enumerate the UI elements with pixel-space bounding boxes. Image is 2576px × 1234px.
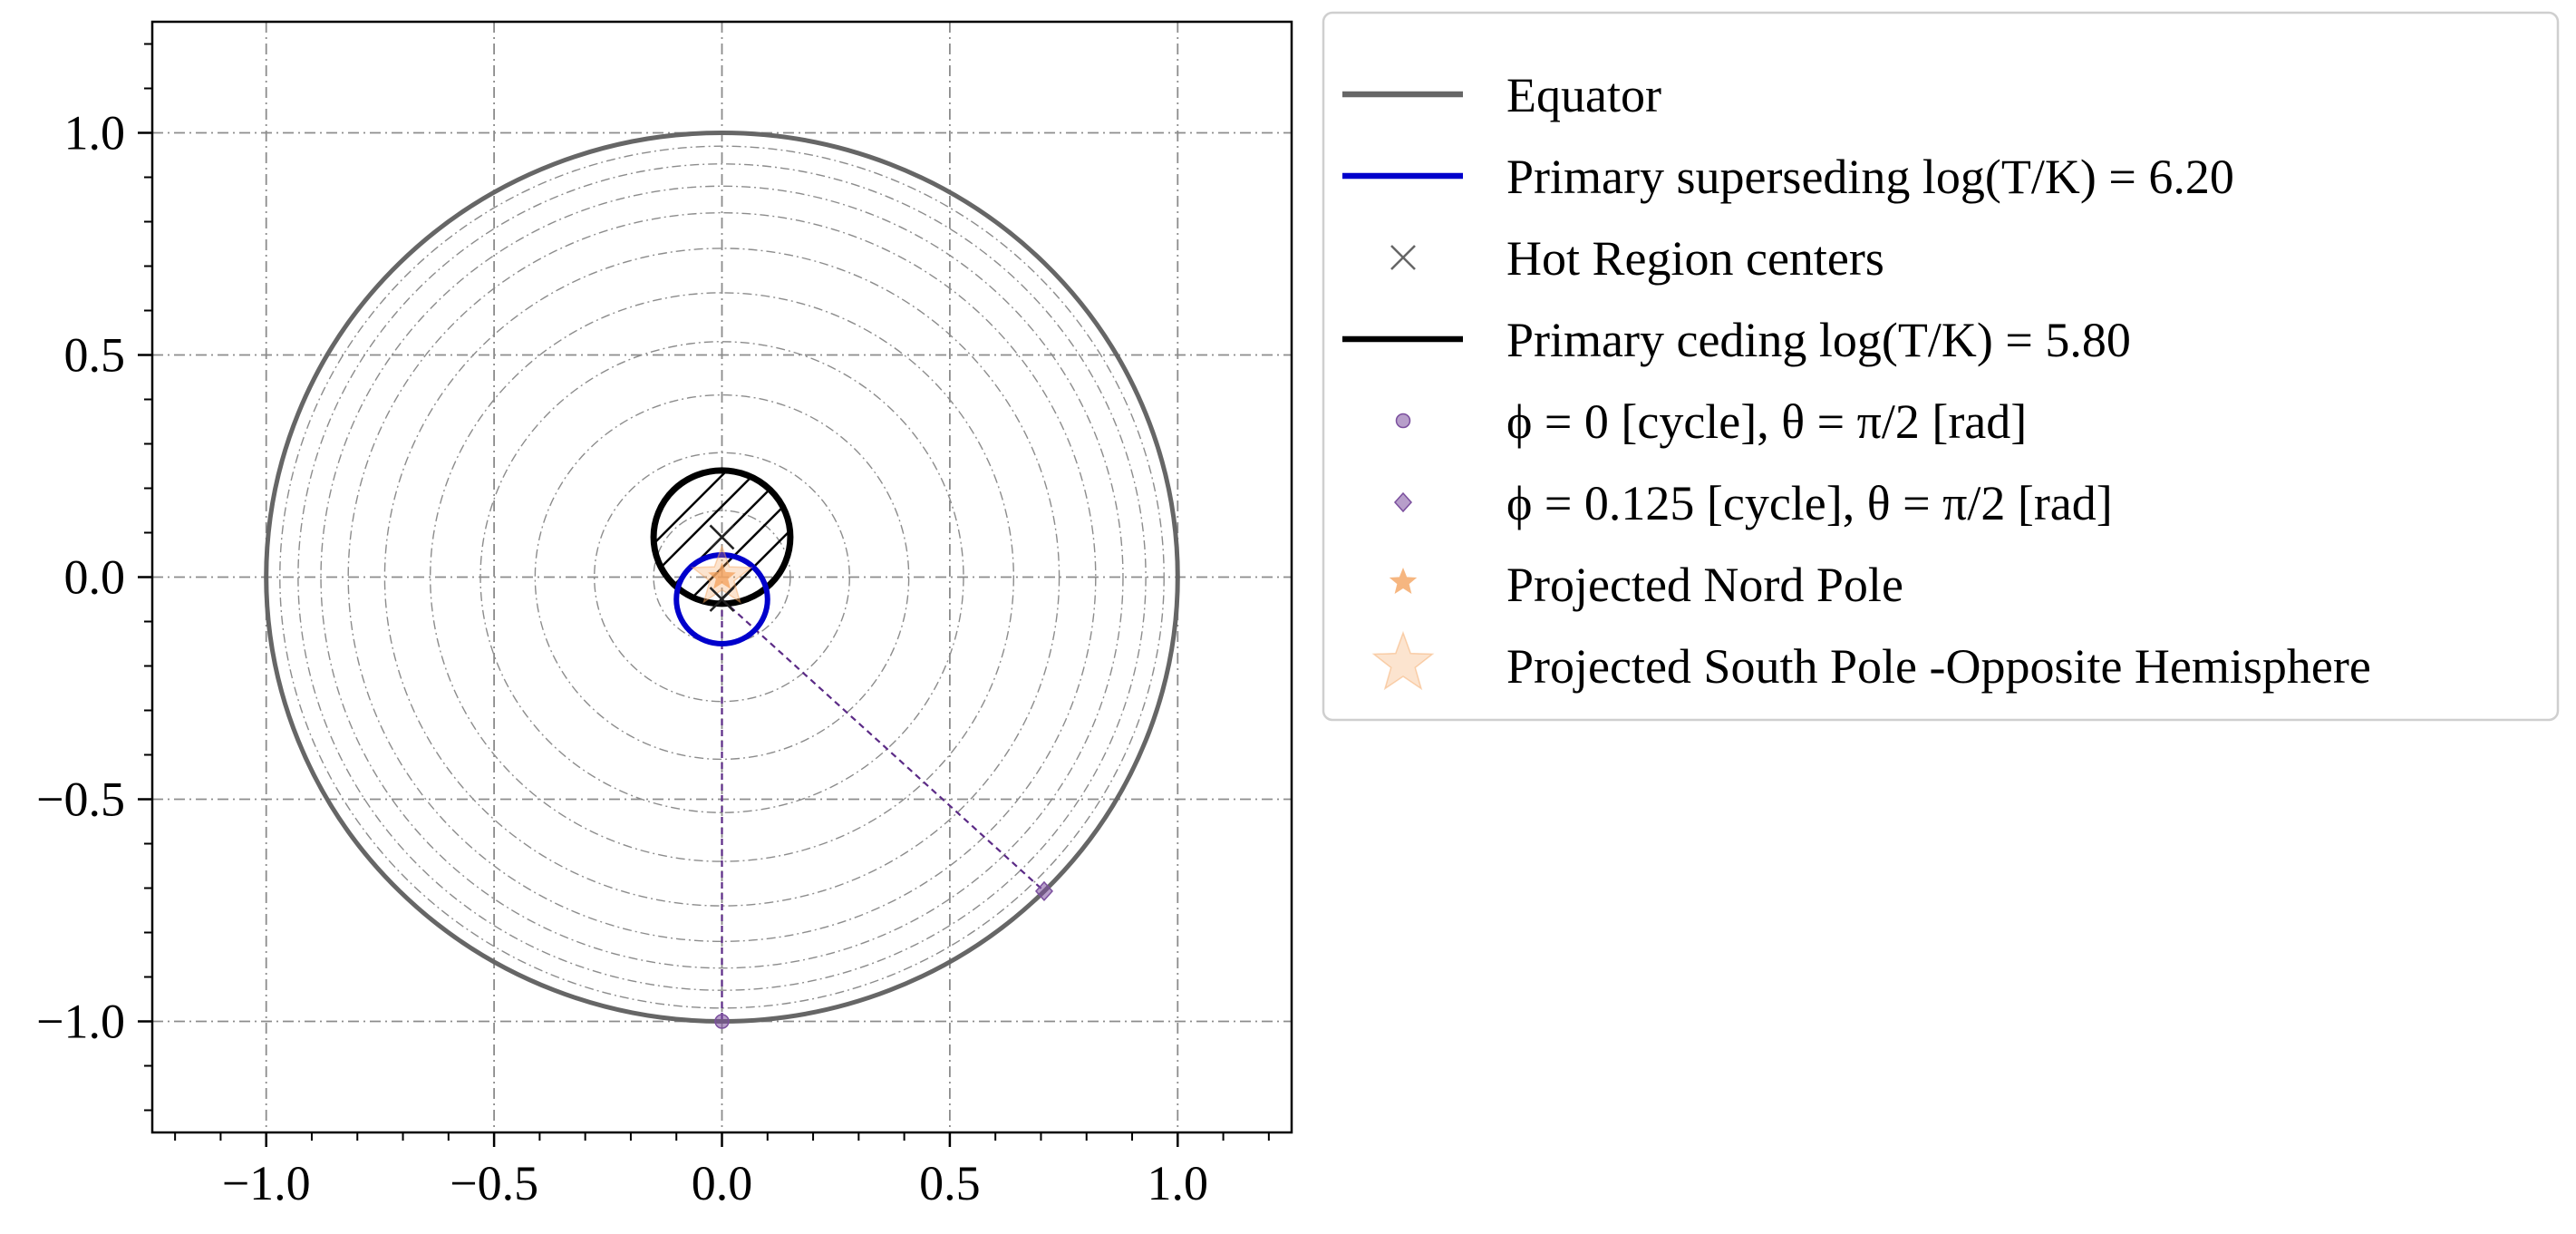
x-stroke xyxy=(709,524,735,550)
y-tick-label: −1.0 xyxy=(36,995,125,1049)
hatch-line xyxy=(673,468,790,606)
hatch-line xyxy=(654,468,771,606)
latitude-circle xyxy=(479,341,964,813)
latitude-circles xyxy=(279,145,1165,1009)
legend-circle-handle xyxy=(1395,413,1411,429)
phase-point-diamond xyxy=(1034,880,1053,902)
latitude-circle xyxy=(534,394,910,761)
latitude-circle xyxy=(383,248,1060,907)
legend-x-handle xyxy=(1390,245,1416,270)
legend: Equator Primary superseding log(T/K) = 6.… xyxy=(1322,11,2560,722)
projected-north-pole-marker xyxy=(708,562,736,589)
legend-frame xyxy=(1322,11,2560,722)
x-tick-label: 0.5 xyxy=(919,1156,981,1210)
y-tick-label: −0.5 xyxy=(36,772,125,827)
primary-superseding-circle xyxy=(673,552,770,646)
hot-region-center-marker xyxy=(709,524,735,550)
x-tick-label: 0.0 xyxy=(692,1156,753,1210)
legend-label: Primary ceding log(T/K) = 5.80 xyxy=(1506,313,2131,367)
legend-label: Primary superseding log(T/K) = 6.20 xyxy=(1506,150,2234,204)
hatch-line xyxy=(654,468,790,606)
phase-link-line xyxy=(721,598,1045,892)
hatch-line xyxy=(654,468,790,606)
legend-entry: ϕ = 0 [cycle], θ = π/2 [rad] xyxy=(1395,394,2027,449)
y-tick-label: 1.0 xyxy=(64,106,126,160)
latitude-circle xyxy=(430,292,1014,862)
hot-regions xyxy=(264,131,1180,1029)
legend-entry: Equator xyxy=(1342,68,1661,122)
legend-label: Hot Region centers xyxy=(1506,231,1884,286)
latitude-circle xyxy=(320,185,1124,969)
legend-label: Equator xyxy=(1506,68,1661,122)
latitude-circle xyxy=(279,145,1165,1009)
legend-label: Projected South Pole -Opposite Hemispher… xyxy=(1506,639,2371,694)
legend-entry: Projected Nord Pole xyxy=(1389,558,1903,612)
legend-label: ϕ = 0.125 [cycle], θ = π/2 [rad] xyxy=(1506,476,2113,530)
legend-label: ϕ = 0 [cycle], θ = π/2 [rad] xyxy=(1506,394,2027,449)
legend-entry: Hot Region centers xyxy=(1390,231,1884,286)
y-tick-label: 0.0 xyxy=(64,550,126,605)
hot-region-center-marker xyxy=(709,587,735,612)
x-tick-label: −0.5 xyxy=(450,1156,538,1210)
latitude-circle xyxy=(653,510,791,645)
axis-ticks: −1.0 −0.5 0.0 0.5 1.0 −1.0 −0.5 0.0 0.5 1.0 xyxy=(36,43,1270,1210)
legend-diamond-handle xyxy=(1393,491,1413,513)
legend-big-star-handle xyxy=(1371,630,1435,691)
latitude-circle xyxy=(347,212,1097,942)
legend-entry: Primary ceding log(T/K) = 5.80 xyxy=(1342,313,2131,367)
x-tick-label: −1.0 xyxy=(222,1156,311,1210)
y-tick-label: 0.5 xyxy=(64,328,126,383)
latitude-circle xyxy=(297,163,1147,991)
legend-entry: Projected South Pole -Opposite Hemispher… xyxy=(1371,630,2371,694)
primary-ceding-circle xyxy=(650,467,794,607)
x-tick-label: 1.0 xyxy=(1148,1156,1209,1210)
phase-point-circle xyxy=(714,1014,730,1029)
legend-entry: ϕ = 0.125 [cycle], θ = π/2 [rad] xyxy=(1393,476,2113,530)
latitude-circle xyxy=(594,452,850,703)
legend-entry: Primary superseding log(T/K) = 6.20 xyxy=(1342,150,2234,204)
x-stroke xyxy=(709,587,735,612)
legend-label: Projected Nord Pole xyxy=(1506,558,1903,612)
legend-small-star-handle xyxy=(1389,568,1418,594)
